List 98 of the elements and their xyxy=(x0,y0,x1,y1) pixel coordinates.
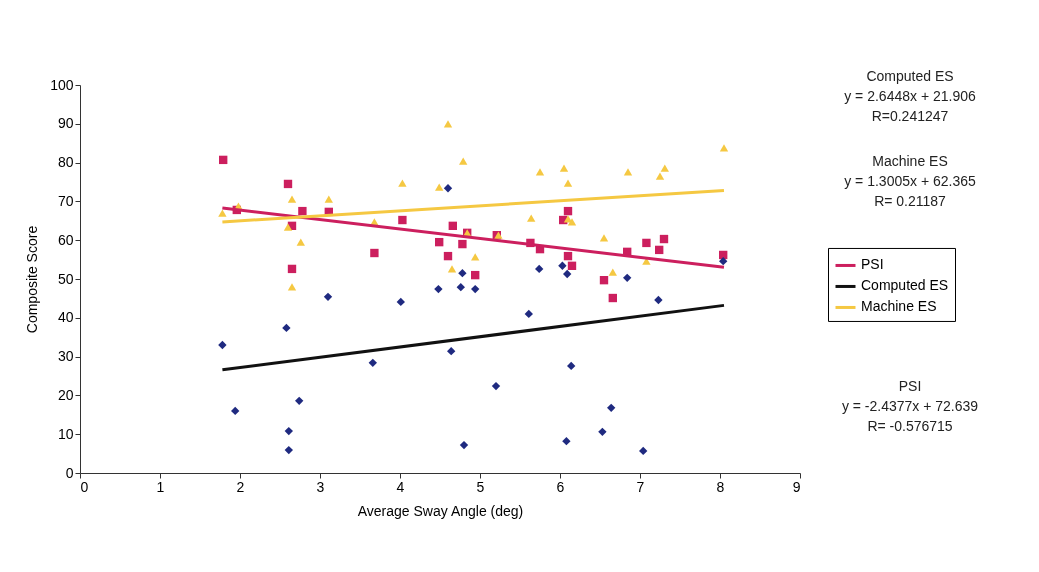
y-axis-title: Composite Score xyxy=(24,225,41,334)
point xyxy=(287,264,297,274)
y-tick-label: 90 xyxy=(57,115,74,132)
point xyxy=(282,323,291,333)
legend-label: Computed ES xyxy=(861,277,949,294)
point xyxy=(535,168,545,176)
point xyxy=(623,168,633,176)
y-tick-label: 50 xyxy=(57,270,74,287)
point xyxy=(295,396,304,406)
point xyxy=(219,155,228,165)
point xyxy=(396,297,405,307)
y-tick-label: 80 xyxy=(57,154,74,171)
point xyxy=(559,164,569,172)
point xyxy=(660,164,669,172)
point xyxy=(558,261,567,270)
x-tick-label: 4 xyxy=(396,478,405,495)
point xyxy=(218,340,227,350)
point xyxy=(562,437,571,446)
point xyxy=(719,256,728,266)
point xyxy=(448,221,457,231)
point xyxy=(459,157,468,165)
text: Computed ES y = 2.6448x + 21.906 R=0.241247 xyxy=(844,68,976,124)
y-tick-label: 60 xyxy=(57,231,74,248)
y-tick-label: 0 xyxy=(65,464,74,481)
point xyxy=(598,427,607,437)
point xyxy=(398,179,407,187)
point xyxy=(599,275,609,285)
y-tick-label: 100 xyxy=(50,76,74,93)
point xyxy=(435,183,444,191)
point xyxy=(370,248,379,258)
point xyxy=(563,251,573,261)
point xyxy=(524,309,533,319)
y-tick-label: 70 xyxy=(57,192,74,209)
x-tick-label: 0 xyxy=(80,478,89,495)
point xyxy=(471,270,480,280)
point xyxy=(443,184,453,193)
point xyxy=(608,268,617,276)
point xyxy=(458,269,467,278)
text: Machine ES y = 1.3005x + 62.365 R= 0.21187 xyxy=(844,153,976,209)
point xyxy=(608,293,617,303)
point xyxy=(368,358,377,367)
x-tick-label: 2 xyxy=(236,478,245,495)
point xyxy=(659,234,669,244)
point xyxy=(655,172,665,180)
point xyxy=(443,120,453,128)
point xyxy=(471,253,480,261)
text: PSI y = -2.4377x + 72.639 R= -0.576715 xyxy=(841,378,979,434)
point xyxy=(323,292,333,302)
x-tick-label: 5 xyxy=(476,478,485,495)
point xyxy=(287,283,297,291)
point xyxy=(654,295,663,305)
y-tick-label: 40 xyxy=(57,309,74,326)
point xyxy=(567,361,576,371)
point xyxy=(434,284,443,294)
point xyxy=(447,346,456,356)
point xyxy=(231,406,240,416)
y-tick-label: 10 xyxy=(57,425,74,442)
point xyxy=(607,403,616,412)
point xyxy=(567,261,577,270)
point xyxy=(296,238,305,246)
point xyxy=(458,239,467,249)
x-tick-label: 3 xyxy=(316,478,325,495)
x-tick-label: 7 xyxy=(636,478,645,495)
point xyxy=(456,282,465,292)
x-tick-label: 9 xyxy=(792,478,801,495)
point xyxy=(642,238,651,248)
point xyxy=(435,237,444,247)
point xyxy=(447,265,457,273)
point xyxy=(287,195,297,203)
x-axis-title: Average Sway Angle (deg) xyxy=(357,502,524,519)
point xyxy=(324,195,333,203)
point xyxy=(284,445,293,455)
point xyxy=(655,245,664,255)
point xyxy=(623,273,632,283)
y-tick-label: 30 xyxy=(57,348,74,365)
point xyxy=(298,206,307,216)
point xyxy=(567,218,577,226)
point xyxy=(283,179,293,189)
point xyxy=(563,179,573,187)
legend-label: PSI xyxy=(861,256,884,273)
x-tick-label: 8 xyxy=(716,478,725,495)
point xyxy=(459,440,469,450)
point xyxy=(491,381,501,391)
point xyxy=(218,209,227,217)
point xyxy=(563,206,573,216)
x-tick-label: 6 xyxy=(556,478,565,495)
point xyxy=(443,251,453,261)
legend-label: Machine ES xyxy=(861,298,937,315)
y-tick-label: 20 xyxy=(57,386,74,403)
point xyxy=(563,269,572,279)
point xyxy=(639,446,648,456)
point xyxy=(284,426,293,436)
point xyxy=(527,214,536,222)
point xyxy=(283,223,293,231)
point xyxy=(535,264,544,274)
point xyxy=(398,215,407,225)
point xyxy=(471,284,480,294)
x-tick-label: 1 xyxy=(156,478,165,495)
